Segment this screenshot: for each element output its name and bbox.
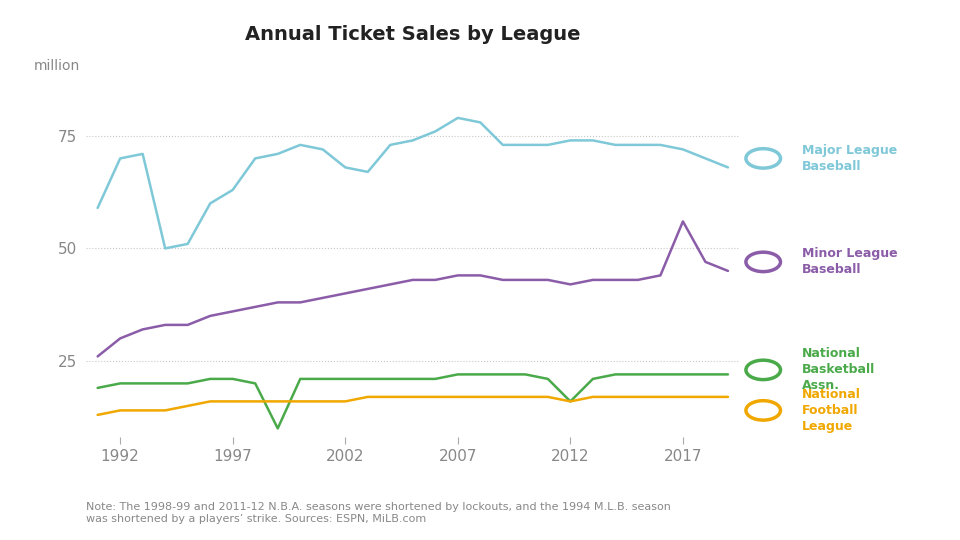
Text: Major League
Baseball: Major League Baseball (802, 144, 897, 173)
Text: National
Football
League: National Football League (802, 388, 860, 433)
Text: million: million (34, 59, 80, 73)
Text: Note: The 1998-99 and 2011-12 N.B.A. seasons were shortened by lockouts, and the: Note: The 1998-99 and 2011-12 N.B.A. sea… (86, 502, 671, 524)
Text: National
Basketball
Assn.: National Basketball Assn. (802, 347, 875, 393)
Text: Minor League
Baseball: Minor League Baseball (802, 247, 898, 276)
Title: Annual Ticket Sales by League: Annual Ticket Sales by League (245, 25, 581, 44)
